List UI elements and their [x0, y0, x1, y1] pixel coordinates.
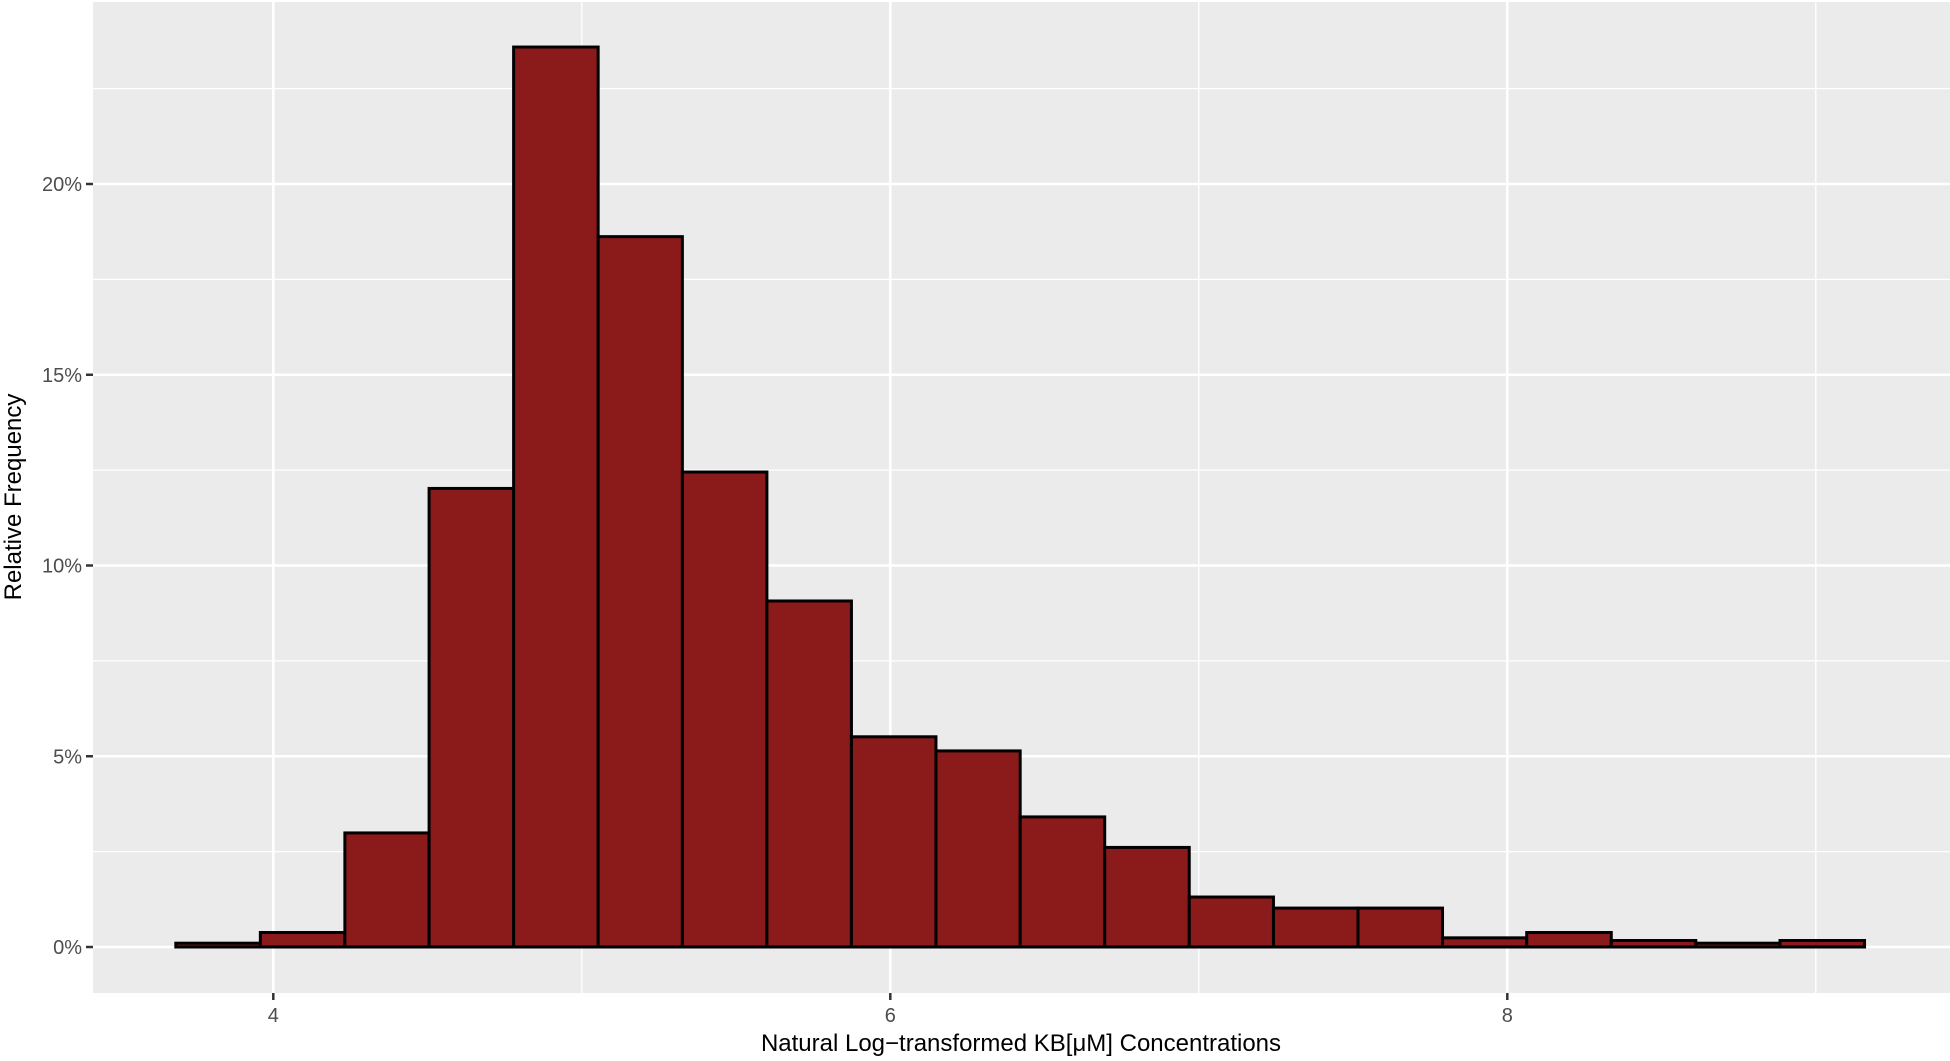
histogram-bar [1778, 939, 1867, 949]
histogram-bar [1103, 845, 1191, 949]
y-tick-label: 0% [53, 937, 82, 959]
x-tick-label: 6 [885, 1005, 896, 1027]
histogram-bar [680, 470, 769, 949]
histogram-bar [1525, 931, 1613, 949]
histogram-bar [596, 235, 684, 949]
histogram-bar [1356, 906, 1445, 949]
histogram-bar [512, 45, 600, 949]
y-tick-label: 5% [53, 746, 82, 768]
y-tick-label: 15% [42, 365, 82, 387]
x-tick-label: 8 [1502, 1005, 1513, 1027]
histogram-bar [1187, 895, 1275, 949]
histogram-bar [258, 931, 347, 949]
histogram-bar [765, 599, 853, 949]
histogram-bar [934, 749, 1022, 949]
histogram-bars [174, 45, 1867, 949]
histogram-bar [1609, 939, 1698, 949]
histogram-bar [427, 486, 516, 949]
histogram-bar [1018, 815, 1107, 949]
histogram-bar [343, 831, 431, 949]
y-axis-ticks: 0% 5% 10% 15% 20% [42, 174, 93, 959]
y-tick-label: 10% [42, 556, 82, 578]
x-axis-ticks: 4 6 8 [268, 993, 1513, 1027]
histogram-bar [849, 735, 938, 949]
y-axis-title: Relative Frequency [0, 394, 27, 601]
histogram-bar [1441, 936, 1529, 949]
histogram-bar [1271, 906, 1360, 949]
y-tick-label: 20% [42, 174, 82, 196]
histogram-bar [174, 941, 262, 949]
x-axis-title: Natural Log−transformed KB[μM] Concentra… [761, 1030, 1281, 1057]
x-tick-label: 4 [268, 1005, 279, 1027]
histogram-bar [1694, 941, 1782, 949]
